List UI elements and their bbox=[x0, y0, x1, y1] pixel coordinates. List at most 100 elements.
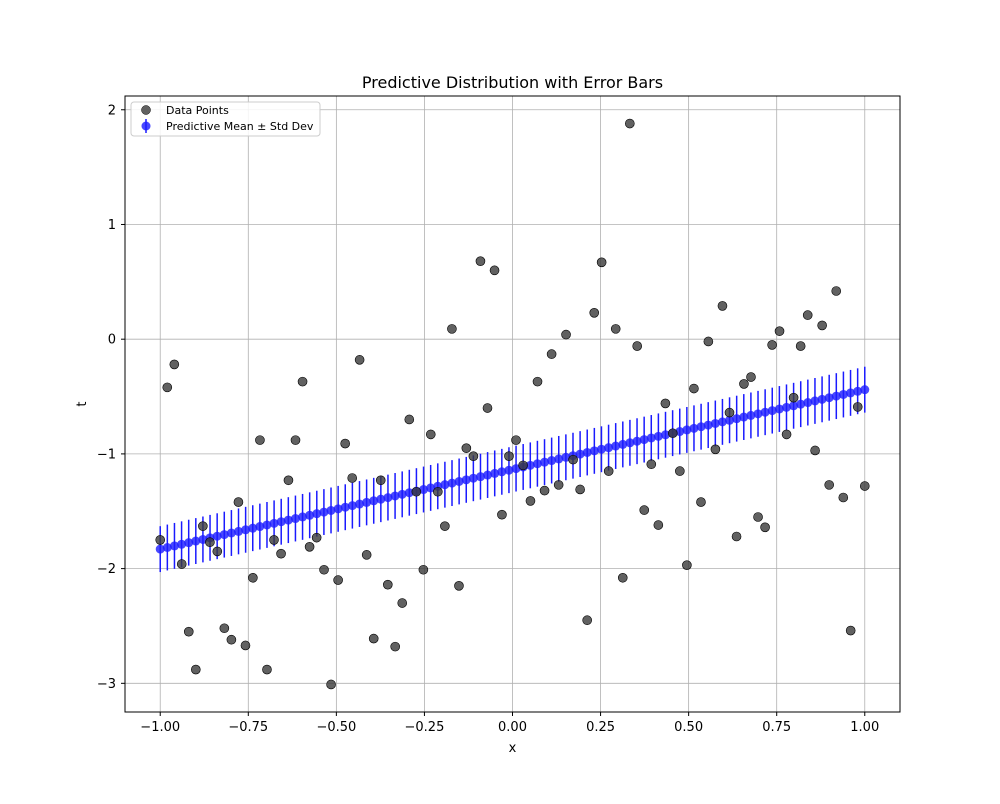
data-point bbox=[447, 324, 457, 334]
data-point bbox=[311, 532, 322, 543]
x-tick-label: 0.50 bbox=[674, 720, 703, 735]
predictive-mean-point bbox=[831, 391, 841, 401]
data-point bbox=[767, 340, 777, 350]
predictive-mean-point bbox=[846, 388, 856, 398]
predictive-mean-point bbox=[632, 436, 642, 446]
predictive-mean-point bbox=[191, 536, 201, 546]
data-point bbox=[575, 484, 585, 495]
predictive-mean-point bbox=[298, 512, 308, 522]
predictive-mean-point bbox=[504, 465, 514, 475]
data-point bbox=[198, 521, 208, 531]
data-point bbox=[795, 341, 806, 351]
data-point bbox=[717, 301, 728, 311]
x-tick-label: −0.25 bbox=[405, 720, 445, 735]
predictive-mean-point bbox=[739, 412, 749, 422]
legend-box bbox=[130, 101, 321, 137]
data-point bbox=[675, 466, 685, 476]
predictive-mean-point bbox=[639, 435, 649, 445]
data-point bbox=[610, 324, 621, 334]
data-point bbox=[703, 336, 714, 347]
predictive-mean-point bbox=[376, 494, 386, 504]
data-point bbox=[582, 615, 592, 626]
predictive-mean-point bbox=[226, 528, 236, 538]
predictive-mean-point bbox=[162, 542, 172, 552]
predictive-mean-point bbox=[219, 530, 229, 540]
predictive-mean-point bbox=[340, 502, 350, 512]
predictive-mean-point bbox=[312, 509, 322, 519]
predictive-mean-point bbox=[604, 443, 614, 453]
y-tick-label: −2 bbox=[97, 562, 116, 577]
data-point bbox=[368, 633, 379, 644]
data-point bbox=[539, 485, 550, 496]
predictive-mean-point bbox=[781, 402, 791, 412]
data-point bbox=[240, 640, 251, 651]
data-point bbox=[262, 664, 272, 675]
data-point bbox=[333, 575, 343, 585]
predictive-mean-point bbox=[760, 407, 770, 417]
predictive-mean-point bbox=[540, 457, 550, 467]
data-point bbox=[617, 572, 628, 583]
data-point bbox=[653, 520, 664, 530]
data-point bbox=[326, 679, 336, 690]
data-point bbox=[418, 564, 429, 575]
x-tick-label: 0.75 bbox=[762, 720, 791, 735]
predictive-mean-point bbox=[390, 491, 400, 501]
predictive-mean-point bbox=[689, 423, 699, 433]
data-point bbox=[205, 537, 215, 548]
predictive-mean-point bbox=[255, 522, 265, 532]
predictive-mean-point bbox=[575, 449, 585, 459]
predictive-mean-point bbox=[404, 488, 414, 498]
x-axis-label: x bbox=[509, 741, 517, 756]
data-point bbox=[497, 509, 507, 520]
y-axis-label: t bbox=[75, 401, 90, 406]
y-tick-label: 2 bbox=[108, 103, 116, 118]
x-tick-label: 1.00 bbox=[850, 720, 879, 735]
predictive-mean-point bbox=[497, 467, 507, 477]
data-point bbox=[226, 634, 237, 645]
predictive-mean-point bbox=[397, 489, 407, 499]
predictive-mean-point bbox=[326, 505, 336, 515]
predictive-mean-point bbox=[725, 415, 735, 425]
predictive-mean-point bbox=[169, 541, 179, 551]
predictive-mean-point bbox=[682, 425, 692, 435]
data-point bbox=[852, 402, 863, 412]
predictive-mean-point bbox=[796, 399, 806, 409]
data-point bbox=[433, 486, 443, 497]
predictive-mean-point bbox=[283, 515, 293, 525]
predictive-mean-point bbox=[234, 526, 244, 536]
data-point bbox=[304, 542, 315, 552]
grid-lines bbox=[125, 96, 900, 712]
predictive-mean-point bbox=[710, 418, 720, 428]
y-tick-label: 0 bbox=[108, 333, 116, 348]
data-point bbox=[169, 359, 180, 370]
predictive-mean-point bbox=[155, 544, 165, 554]
data-point bbox=[375, 475, 386, 486]
data-point bbox=[731, 531, 742, 542]
legend-predictive-mean-label: Predictive Mean ± Std Dev bbox=[166, 120, 314, 133]
predictive-mean-point bbox=[511, 464, 521, 474]
predictive-mean-point bbox=[653, 431, 663, 441]
data-point bbox=[689, 383, 699, 394]
data-point bbox=[603, 466, 614, 476]
data-point bbox=[290, 435, 301, 445]
predictive-mean-point bbox=[789, 401, 799, 411]
predictive-mean-point bbox=[369, 496, 379, 506]
data-point bbox=[561, 329, 571, 340]
predictive-mean-point bbox=[561, 452, 571, 462]
data-point bbox=[625, 118, 635, 129]
data-point bbox=[553, 480, 564, 490]
predictive-mean-point bbox=[440, 480, 450, 490]
predictive-mean-point bbox=[824, 393, 834, 403]
data-point bbox=[596, 257, 607, 268]
predictive-mean-point bbox=[347, 501, 357, 511]
x-tick-label: −0.75 bbox=[228, 720, 268, 735]
predictive-mean-point bbox=[468, 473, 478, 483]
data-point bbox=[838, 492, 849, 503]
predictive-mean-point bbox=[838, 389, 848, 399]
x-axis-ticks: −1.00 −0.75 −0.50 −0.25 0.00 0.25 0.50 0.75 1.00 bbox=[140, 712, 879, 735]
data-point bbox=[660, 398, 671, 409]
data-point bbox=[361, 550, 372, 560]
data-point bbox=[475, 256, 486, 266]
